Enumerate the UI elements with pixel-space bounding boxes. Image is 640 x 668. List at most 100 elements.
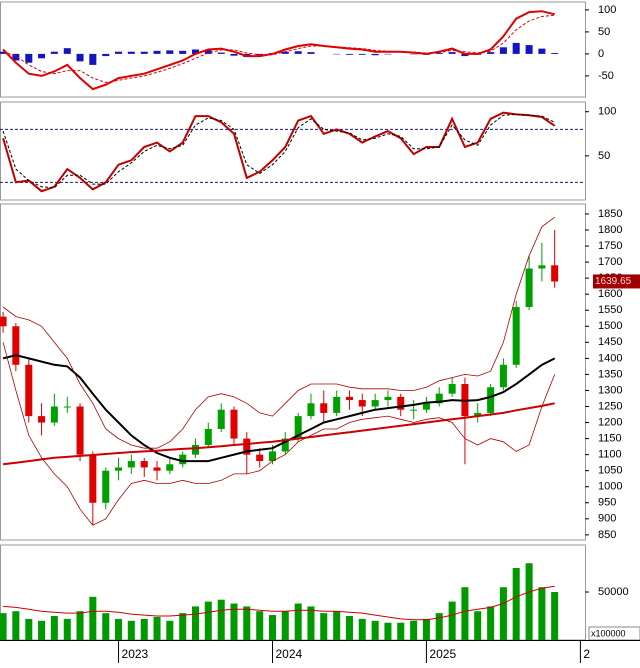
volume-bar bbox=[77, 611, 84, 640]
candle-body bbox=[551, 265, 558, 281]
candle-body bbox=[256, 455, 263, 461]
volume-bar bbox=[51, 616, 58, 640]
candle-body bbox=[526, 269, 533, 308]
y-tick-label: 100 bbox=[598, 4, 616, 16]
volume-bar bbox=[141, 619, 148, 640]
volume-bar bbox=[513, 568, 520, 640]
y-tick-label: 1700 bbox=[598, 256, 622, 268]
candle-body bbox=[166, 464, 173, 470]
candle-body bbox=[538, 265, 545, 268]
volume-bar bbox=[128, 621, 135, 640]
candle-body bbox=[449, 384, 456, 394]
volume-bar bbox=[487, 606, 494, 640]
x-tick-label: 2023 bbox=[122, 647, 149, 661]
volume-bar bbox=[282, 611, 289, 640]
y-tick-label: 950 bbox=[598, 497, 616, 509]
y-tick-label: 1600 bbox=[598, 288, 622, 300]
histogram-bar bbox=[449, 52, 456, 54]
volume-bar bbox=[359, 619, 366, 640]
candle-body bbox=[230, 410, 237, 439]
candle-body bbox=[487, 387, 494, 413]
y-tick-label: 100 bbox=[598, 106, 616, 118]
y-tick-label: 1000 bbox=[598, 481, 622, 493]
histogram-bar bbox=[526, 45, 533, 54]
histogram-bar bbox=[25, 54, 32, 63]
volume-bar bbox=[89, 597, 96, 640]
volume-bar bbox=[410, 621, 417, 640]
volume-bar bbox=[449, 602, 456, 640]
candle-body bbox=[51, 406, 58, 422]
volume-bar bbox=[38, 621, 45, 640]
volume-bar bbox=[102, 613, 109, 640]
y-tick-label: 1400 bbox=[598, 352, 622, 364]
candle-body bbox=[359, 400, 366, 406]
candle-body bbox=[307, 403, 314, 416]
y-tick-label: 1500 bbox=[598, 320, 622, 332]
y-tick-label: -50 bbox=[598, 70, 614, 82]
histogram-bar bbox=[346, 54, 353, 55]
y-tick-label: 1750 bbox=[598, 240, 622, 252]
histogram-bar bbox=[295, 51, 302, 54]
histogram-bar bbox=[77, 54, 84, 61]
histogram-bar bbox=[538, 49, 545, 54]
volume-bar bbox=[269, 615, 276, 640]
histogram-bar bbox=[359, 54, 366, 55]
volume-bar bbox=[179, 613, 186, 640]
volume-bar bbox=[384, 623, 391, 640]
histogram-bar bbox=[154, 51, 161, 54]
volume-bar bbox=[243, 606, 250, 640]
volume-bar bbox=[0, 613, 7, 640]
volume-bar bbox=[372, 621, 379, 640]
candle-body bbox=[25, 365, 32, 416]
volume-bar bbox=[218, 600, 225, 640]
volume-bar bbox=[192, 606, 199, 640]
histogram-bar bbox=[307, 52, 314, 54]
volume-bar bbox=[423, 619, 430, 640]
y-tick-label: 1450 bbox=[598, 336, 622, 348]
y-tick-label: 900 bbox=[598, 513, 616, 525]
volume-bar bbox=[500, 587, 507, 640]
candle-body bbox=[410, 410, 417, 411]
candle-body bbox=[372, 400, 379, 406]
histogram-bar bbox=[141, 52, 148, 54]
histogram-bar bbox=[38, 54, 45, 58]
candle-body bbox=[423, 403, 430, 409]
histogram-bar bbox=[115, 52, 122, 54]
volume-bar bbox=[166, 621, 173, 640]
y-tick-label: 1800 bbox=[598, 224, 622, 236]
candle-body bbox=[128, 461, 135, 467]
volume-bar bbox=[526, 563, 533, 640]
candle-body bbox=[218, 410, 225, 429]
y-tick-label: 0 bbox=[598, 48, 604, 60]
y-tick-label: 50000 bbox=[598, 586, 629, 598]
volume-bar bbox=[256, 611, 263, 640]
candle-body bbox=[38, 416, 45, 422]
y-tick-label: 1300 bbox=[598, 384, 622, 396]
volume-bar bbox=[154, 617, 161, 640]
candle-body bbox=[320, 403, 327, 413]
histogram-bar bbox=[487, 52, 494, 54]
histogram-bar bbox=[51, 52, 58, 54]
y-tick-label: 50 bbox=[598, 26, 610, 38]
candle-body bbox=[192, 445, 199, 455]
histogram-bar bbox=[372, 54, 379, 55]
volume-bar bbox=[307, 606, 314, 640]
y-tick-label: 1200 bbox=[598, 416, 622, 428]
x-tick-label: 2024 bbox=[275, 647, 302, 661]
candle-body bbox=[500, 365, 507, 387]
candle-body bbox=[346, 397, 353, 400]
candle-body bbox=[513, 307, 520, 365]
candle-body bbox=[154, 467, 161, 470]
volume-bar bbox=[295, 604, 302, 640]
histogram-bar bbox=[89, 54, 96, 65]
histogram-bar bbox=[218, 53, 225, 54]
volume-bar bbox=[64, 619, 71, 640]
candle-body bbox=[205, 429, 212, 445]
candle-body bbox=[0, 317, 7, 327]
histogram-bar bbox=[436, 53, 443, 54]
candle-body bbox=[89, 455, 96, 503]
volume-bar bbox=[346, 616, 353, 640]
